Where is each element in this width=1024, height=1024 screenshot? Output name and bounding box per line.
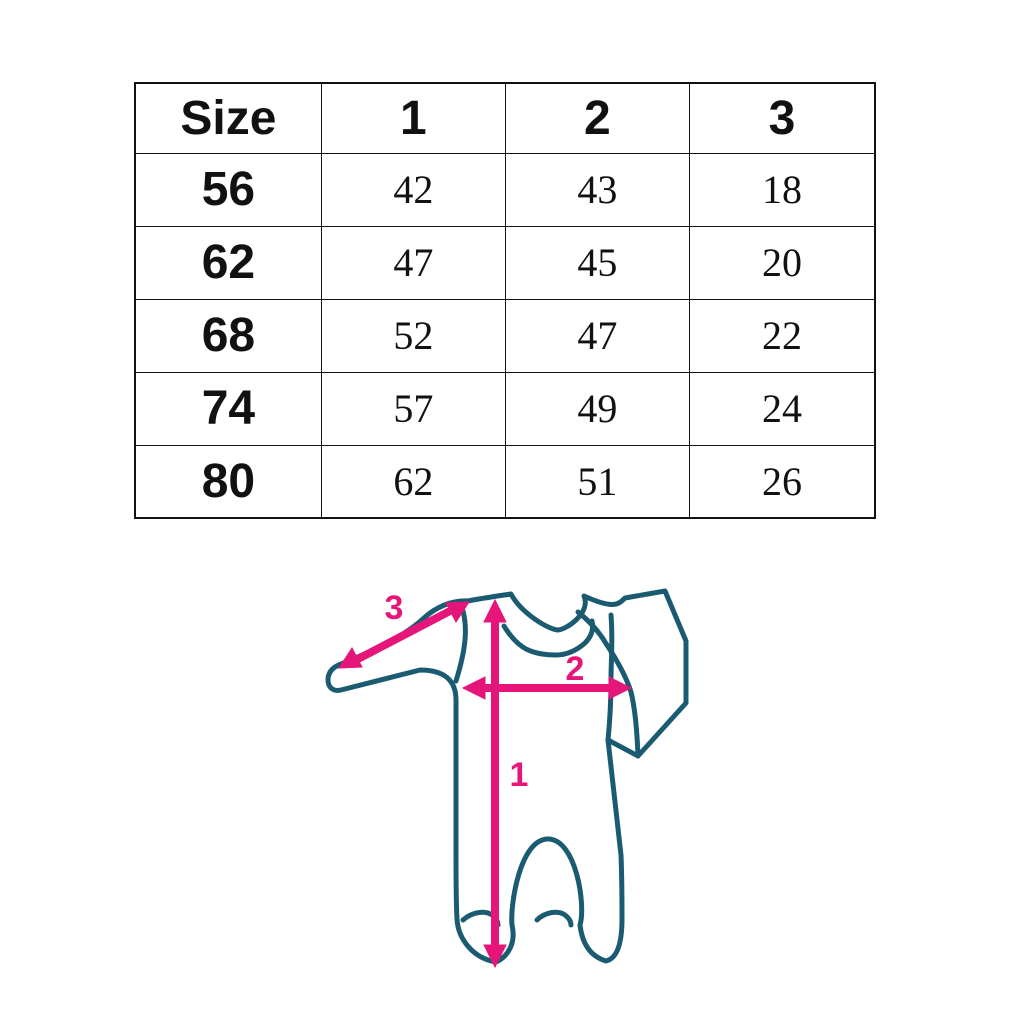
svg-text:3: 3 — [385, 589, 404, 627]
svg-text:1: 1 — [510, 756, 529, 794]
svg-text:2: 2 — [566, 650, 585, 688]
